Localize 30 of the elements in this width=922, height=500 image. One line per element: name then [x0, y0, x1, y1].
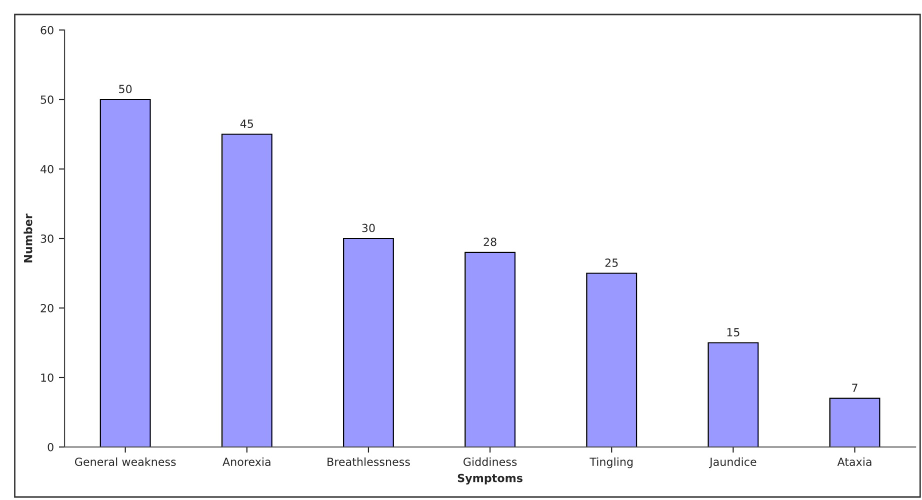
y-tick-label: 30	[40, 234, 54, 243]
y-tick-label: 40	[40, 164, 54, 174]
y-tick-label: 10	[41, 373, 54, 382]
data-label: 50	[119, 84, 132, 94]
y-tick-label: 50	[40, 95, 54, 104]
data-label: 25	[605, 258, 618, 267]
bar	[708, 342, 759, 447]
x-tick-label: Breathlessness	[328, 457, 410, 466]
x-tick-label: Anorexia	[222, 457, 270, 466]
x-tick-label: Giddiness	[463, 457, 517, 466]
bar	[829, 398, 880, 447]
x-tick-label: Ataxia	[837, 457, 872, 466]
y-tick-label: 0	[48, 442, 54, 452]
data-label: 15	[727, 328, 740, 336]
y-tick-label: 60	[40, 26, 54, 34]
x-axis-title: Symptoms	[458, 474, 522, 484]
data-label: 30	[362, 224, 375, 232]
x-tick-label: Tingling	[590, 457, 633, 468]
data-label: 7	[852, 384, 858, 392]
data-label: 45	[240, 120, 253, 128]
bar	[100, 98, 151, 447]
x-tick-label: General weakness	[74, 457, 176, 466]
data-label: 28	[484, 238, 496, 246]
bar	[464, 252, 516, 447]
y-tick-label: 20	[40, 304, 54, 312]
bar	[342, 238, 394, 447]
x-tick-label: Jaundice	[708, 457, 756, 468]
bar	[586, 272, 638, 447]
bar	[221, 134, 272, 447]
y-axis-title: Number	[24, 214, 32, 262]
